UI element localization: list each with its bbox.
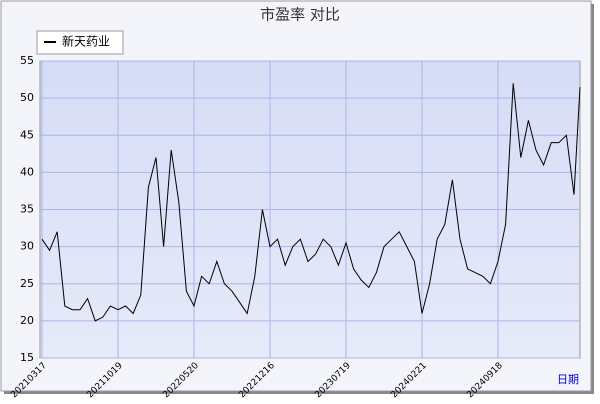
legend-label: 新天药业 bbox=[62, 34, 110, 49]
chart-title: 市盈率 对比 bbox=[260, 6, 340, 24]
y-tick-label: 15 bbox=[20, 351, 34, 364]
y-tick-label: 20 bbox=[20, 314, 34, 327]
y-tick-label: 35 bbox=[20, 203, 34, 216]
y-tick-label: 50 bbox=[20, 91, 34, 104]
y-tick-label: 25 bbox=[20, 277, 34, 290]
x-axis-label: 日期 bbox=[557, 373, 579, 386]
line-series bbox=[41, 83, 581, 322]
y-tick-label: 30 bbox=[20, 240, 34, 253]
y-tick-label: 40 bbox=[20, 165, 34, 178]
legend bbox=[36, 30, 124, 55]
y-tick-label: 45 bbox=[20, 128, 34, 141]
y-tick-label: 55 bbox=[20, 54, 34, 67]
